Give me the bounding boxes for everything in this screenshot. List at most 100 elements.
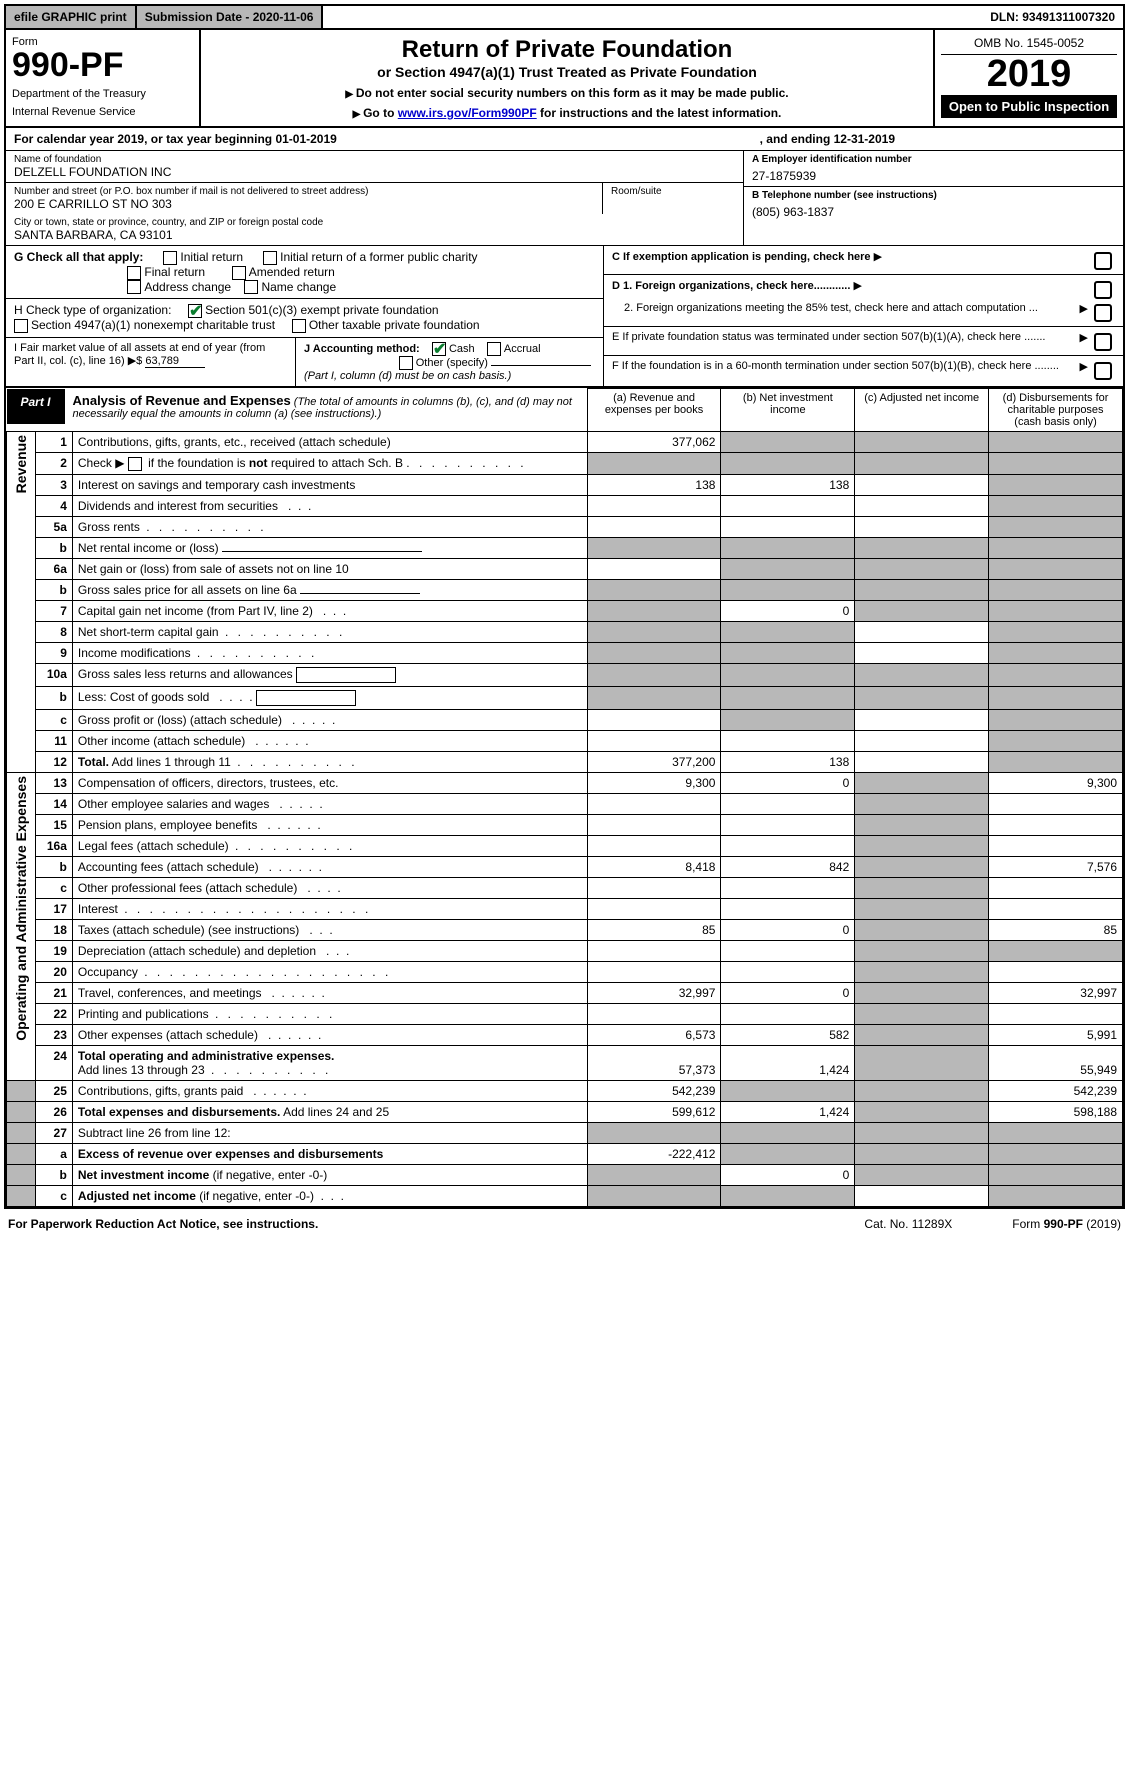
b-9 bbox=[721, 642, 855, 663]
d-18: 85 bbox=[989, 919, 1123, 940]
chk-name[interactable] bbox=[244, 280, 258, 294]
f-label: F If the foundation is in a 60-month ter… bbox=[612, 360, 1080, 372]
addr-cell: Number and street (or P.O. box number if… bbox=[6, 183, 603, 214]
chk-e[interactable] bbox=[1094, 333, 1112, 351]
chk-accrual[interactable] bbox=[487, 342, 501, 356]
ln-16a: 16a bbox=[35, 835, 72, 856]
b-16a bbox=[721, 835, 855, 856]
ld-16c: Other professional fees (attach schedule… bbox=[72, 877, 587, 898]
side-25 bbox=[7, 1080, 36, 1101]
chk-amended[interactable] bbox=[232, 266, 246, 280]
ld-21-txt: Travel, conferences, and meetings bbox=[78, 986, 262, 1000]
b-24: 1,424 bbox=[721, 1045, 855, 1080]
note2-pre: Go to bbox=[363, 106, 398, 120]
submission-date: Submission Date - 2020-11-06 bbox=[137, 6, 324, 28]
c-18 bbox=[855, 919, 989, 940]
b-19 bbox=[721, 940, 855, 961]
g-row: G Check all that apply: Initial return I… bbox=[6, 246, 603, 299]
topbar: efile GRAPHIC print Submission Date - 20… bbox=[6, 6, 1123, 30]
ln-9: 9 bbox=[35, 642, 72, 663]
dln: DLN: 93491311007320 bbox=[982, 6, 1123, 28]
dept-2: Internal Revenue Service bbox=[12, 106, 193, 118]
ln-8: 8 bbox=[35, 621, 72, 642]
i-cell: I Fair market value of all assets at end… bbox=[6, 338, 296, 386]
ld-22-txt: Printing and publications bbox=[78, 1007, 209, 1021]
d-1 bbox=[989, 432, 1123, 453]
ln-13: 13 bbox=[35, 772, 72, 793]
ln-12: 12 bbox=[35, 751, 72, 772]
chk-cash[interactable] bbox=[432, 342, 446, 356]
ld-4: Dividends and interest from securities .… bbox=[72, 495, 587, 516]
chk-initial[interactable] bbox=[163, 251, 177, 265]
row-11: 11Other income (attach schedule) . . . .… bbox=[7, 730, 1123, 751]
b-25 bbox=[721, 1080, 855, 1101]
ln-27b: b bbox=[35, 1164, 72, 1185]
row-27b: bNet investment income (if negative, ent… bbox=[7, 1164, 1123, 1185]
row-5b: bNet rental income or (loss) bbox=[7, 537, 1123, 558]
expenses-side: Operating and Administrative Expenses bbox=[7, 772, 36, 1080]
ln-10a: 10a bbox=[35, 663, 72, 686]
row-23: 23Other expenses (attach schedule) . . .… bbox=[7, 1024, 1123, 1045]
c-16a bbox=[855, 835, 989, 856]
row-27c: cAdjusted net income (if negative, enter… bbox=[7, 1185, 1123, 1206]
ld-10c-txt: Gross profit or (loss) (attach schedule) bbox=[78, 713, 282, 727]
chk-final[interactable] bbox=[127, 266, 141, 280]
ln-16b: b bbox=[35, 856, 72, 877]
chk-schb[interactable] bbox=[128, 457, 142, 471]
d-27a bbox=[989, 1143, 1123, 1164]
ld-2: Check ▶ if the foundation is not require… bbox=[72, 453, 587, 475]
revenue-label: Revenue bbox=[13, 435, 29, 493]
c-17 bbox=[855, 898, 989, 919]
chk-former[interactable] bbox=[263, 251, 277, 265]
chk-other-acct[interactable] bbox=[399, 356, 413, 370]
ld-27a: Excess of revenue over expenses and disb… bbox=[72, 1143, 587, 1164]
form990pf-link[interactable]: www.irs.gov/Form990PF bbox=[398, 106, 537, 120]
city-cell: City or town, state or province, country… bbox=[6, 214, 743, 245]
fmv-value: 63,789 bbox=[145, 355, 205, 368]
d-16c bbox=[989, 877, 1123, 898]
c-6a bbox=[855, 558, 989, 579]
a-11 bbox=[587, 730, 721, 751]
ld-27a-txt: Excess of revenue over expenses and disb… bbox=[78, 1147, 383, 1161]
ul-6b bbox=[300, 593, 420, 594]
b-6b bbox=[721, 579, 855, 600]
d-6b bbox=[989, 579, 1123, 600]
chk-address[interactable] bbox=[127, 280, 141, 294]
row-10a: 10aGross sales less returns and allowanc… bbox=[7, 663, 1123, 686]
b-16c bbox=[721, 877, 855, 898]
row-13: Operating and Administrative Expenses13C… bbox=[7, 772, 1123, 793]
form-title: Return of Private Foundation bbox=[207, 36, 927, 64]
c-23 bbox=[855, 1024, 989, 1045]
header-left: Form 990-PF Department of the Treasury I… bbox=[6, 30, 201, 126]
c-19 bbox=[855, 940, 989, 961]
row-16c: cOther professional fees (attach schedul… bbox=[7, 877, 1123, 898]
ln-6a: 6a bbox=[35, 558, 72, 579]
ln-10c: c bbox=[35, 709, 72, 730]
c-11 bbox=[855, 730, 989, 751]
b-18: 0 bbox=[721, 919, 855, 940]
chk-c[interactable] bbox=[1094, 252, 1112, 270]
ln-5b: b bbox=[35, 537, 72, 558]
c-9 bbox=[855, 642, 989, 663]
ld-20-txt: Occupancy bbox=[78, 965, 138, 979]
f-cell: F If the foundation is in a 60-month ter… bbox=[604, 356, 1123, 384]
chk-f[interactable] bbox=[1094, 362, 1112, 380]
c-7 bbox=[855, 600, 989, 621]
lower-grid: G Check all that apply: Initial return I… bbox=[6, 246, 1123, 388]
ld-24: Total operating and administrative expen… bbox=[72, 1045, 587, 1080]
chk-d1[interactable] bbox=[1094, 281, 1112, 299]
ln-23: 23 bbox=[35, 1024, 72, 1045]
chk-other-tax[interactable] bbox=[292, 319, 306, 333]
a-27 bbox=[587, 1122, 721, 1143]
chk-d2[interactable] bbox=[1094, 304, 1112, 322]
ld-5b: Net rental income or (loss) bbox=[72, 537, 587, 558]
row-25: 25Contributions, gifts, grants paid . . … bbox=[7, 1080, 1123, 1101]
ld-25: Contributions, gifts, grants paid . . . … bbox=[72, 1080, 587, 1101]
chk-501c3[interactable] bbox=[188, 304, 202, 318]
chk-4947[interactable] bbox=[14, 319, 28, 333]
ld-10a: Gross sales less returns and allowances bbox=[72, 663, 587, 686]
g-o1: Initial return bbox=[180, 250, 243, 264]
a-24: 57,373 bbox=[587, 1045, 721, 1080]
b-10c bbox=[721, 709, 855, 730]
row-21: 21Travel, conferences, and meetings . . … bbox=[7, 982, 1123, 1003]
